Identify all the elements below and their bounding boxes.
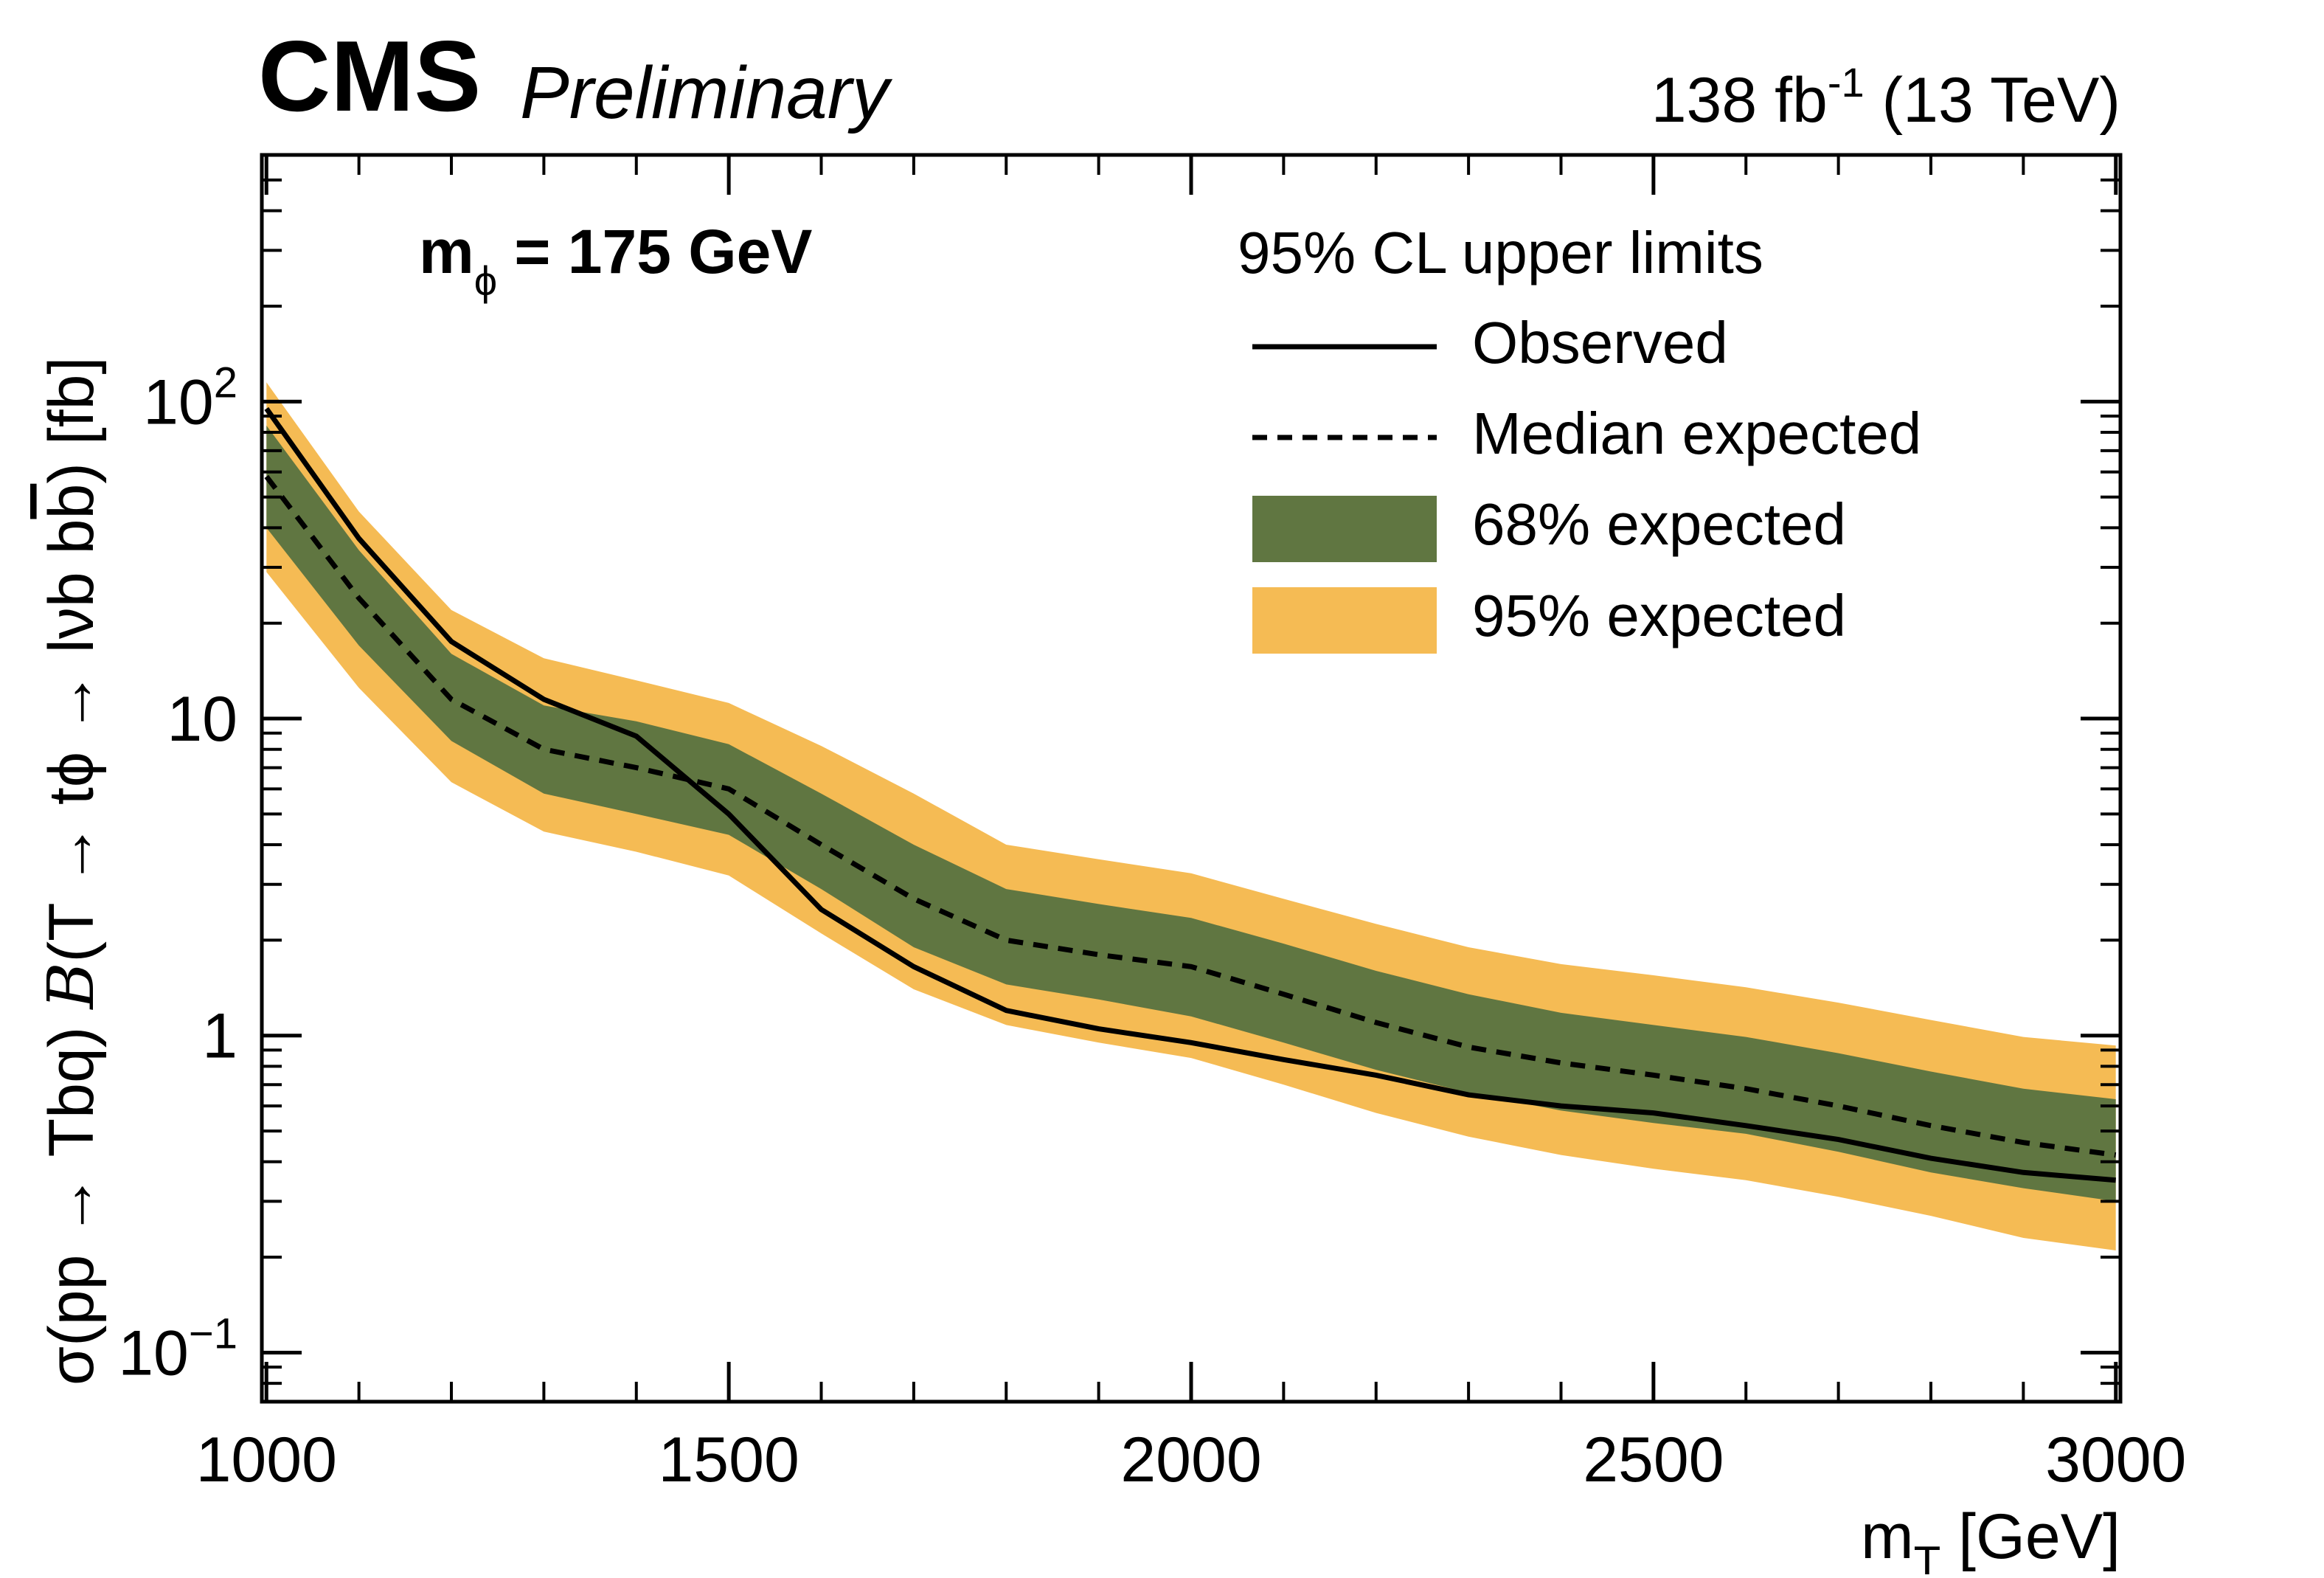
lines-group <box>264 406 2117 1183</box>
legend: 95% CL upper limits Observed Median expe… <box>1238 220 1921 654</box>
legend-95-swatch <box>1252 587 1437 654</box>
x-tick-label: 2500 <box>1583 1425 1724 1495</box>
y-tick-label-base: 10 <box>167 684 237 755</box>
lumi-exponent: -1 <box>1828 59 1865 105</box>
y-axis-title: σ(pp → Tbq) B(T → tϕ → lνb bb) [fb] <box>35 357 108 1385</box>
legend-68-label: 68% expected <box>1472 491 1846 557</box>
y-tick-label-exponent: −1 <box>189 1309 237 1357</box>
y-axis-title-part1: σ(pp → Tbq) <box>36 1009 107 1385</box>
x-tick-label: 1500 <box>658 1425 799 1495</box>
x-axis-title: mT [GeV] <box>1861 1501 2120 1574</box>
y-axis-title-part3: ) [fb] <box>36 357 107 484</box>
y-tick-label: 1 <box>202 1001 237 1072</box>
preliminary-label: Preliminary <box>520 52 893 134</box>
lumi-value: 138 <box>1651 65 1758 136</box>
x-axis-title-sub: T <box>1914 1537 1941 1574</box>
legend-header: 95% CL upper limits <box>1238 220 1763 286</box>
annotation-rest: = 175 GeV <box>497 217 812 286</box>
x-tick-label: 1000 <box>196 1425 337 1495</box>
y-tick-label: 10 <box>167 684 237 755</box>
ticks-group <box>262 153 2120 1403</box>
legend-95-label: 95% expected <box>1472 583 1846 648</box>
y-tick-label: 10−1 <box>118 1309 237 1388</box>
x-axis-title-main: m <box>1861 1501 1914 1572</box>
annotation-sub: ϕ <box>474 257 497 304</box>
y-tick-label-base: 1 <box>202 1001 237 1072</box>
y-tick-label-exponent: 2 <box>214 359 237 406</box>
legend-expected-label: Median expected <box>1472 401 1921 466</box>
x-tick-label: 2000 <box>1120 1425 1261 1495</box>
mass-annotation: mϕ = 175 GeV <box>419 217 812 304</box>
x-tick-label: 3000 <box>2045 1425 2186 1495</box>
y-axis-title-bbar: b <box>36 484 107 519</box>
x-tick-labels: 1000 1500 2000 2500 3000 <box>196 1425 2187 1495</box>
y-tick-label-base: 10 <box>143 367 214 437</box>
legend-68-swatch <box>1252 496 1437 562</box>
y-tick-label: 102 <box>143 359 237 437</box>
x-axis-title-unit: [GeV] <box>1940 1501 2120 1572</box>
annotation-m: m <box>419 217 474 286</box>
y-axis-title-part2: (T → tϕ → lνb b <box>36 519 107 963</box>
lumi-label: 138 fb-1 (13 TeV) <box>1651 59 2120 136</box>
energy-label: (13 TeV) <box>1882 65 2120 136</box>
y-tick-label-base: 10 <box>118 1318 189 1388</box>
median-expected-line <box>264 474 2117 1158</box>
lumi-unit: fb <box>1775 65 1828 136</box>
legend-observed-label: Observed <box>1472 310 1728 376</box>
y-axis-title-script: B <box>35 962 108 1010</box>
observed-line <box>264 406 2116 1183</box>
cms-label: CMS <box>258 20 481 132</box>
